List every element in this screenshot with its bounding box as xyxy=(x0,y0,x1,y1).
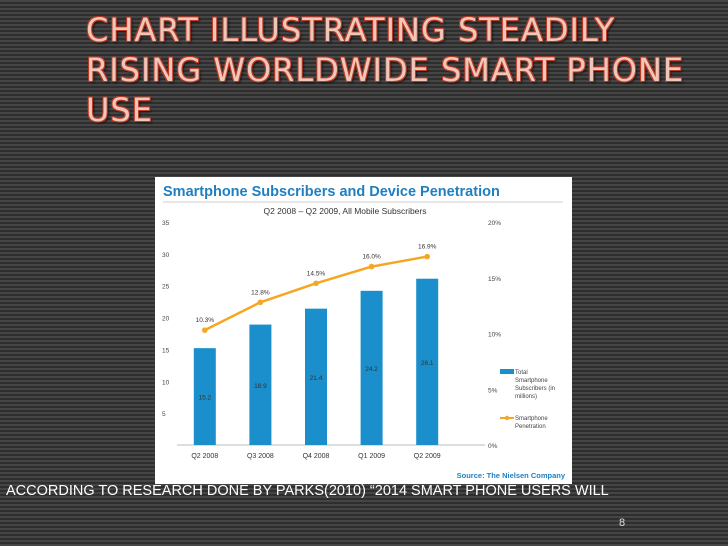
y-right-tick-label: 10% xyxy=(488,332,501,339)
y-left-tick-label: 5 xyxy=(162,411,166,418)
penetration-point xyxy=(313,280,319,287)
y-right-tick-label: 20% xyxy=(488,220,501,227)
penetration-point xyxy=(202,327,208,333)
penetration-point xyxy=(424,253,431,260)
penetration-data-label: 16.0% xyxy=(362,254,381,261)
x-tick-label: Q2 2009 xyxy=(414,453,441,460)
bar xyxy=(305,308,327,445)
y-right-tick-label: 0% xyxy=(488,443,498,450)
y-left-tick-label: 10 xyxy=(162,379,170,386)
bar-data-label: 26.1 xyxy=(421,360,434,367)
bar xyxy=(416,278,439,445)
bar xyxy=(360,290,383,445)
bar-data-label: 18.9 xyxy=(254,383,267,390)
x-tick-label: Q1 2009 xyxy=(358,453,385,460)
x-tick-label: Q2 2008 xyxy=(191,453,218,460)
bar xyxy=(193,348,216,445)
legend-swatch-subscribers xyxy=(500,369,514,374)
y-left-tick-label: 35 xyxy=(162,220,170,227)
chart-source: Source: The Nielsen Company xyxy=(457,471,566,480)
bar-data-label: 15.2 xyxy=(198,395,211,402)
chart-image: Smartphone Subscribers and Device Penetr… xyxy=(155,177,572,484)
penetration-point xyxy=(257,299,264,306)
slide-title: CHART ILLUSTRATING STEADILY RISING WORLD… xyxy=(86,11,685,129)
chart-title: Smartphone Subscribers and Device Penetr… xyxy=(163,184,500,200)
chart-subtitle: Q2 2008 – Q2 2009, All Mobile Subscriber… xyxy=(263,206,426,216)
bar xyxy=(249,324,272,445)
chart-legend: Total Smartphone Subscribers (in million… xyxy=(500,369,557,430)
penetration-data-label: 16.9% xyxy=(418,244,437,251)
y-left-tick-label: 20 xyxy=(162,316,170,323)
plot-layer: 35 30 25 20 15 10 5 20% 15% 10% 5% 0% 15.2 Q2 2008 18.… xyxy=(162,220,501,460)
slide-number: 8 xyxy=(619,517,626,529)
legend-label-penetration: Smartphone Penetration xyxy=(515,416,549,430)
penetration-data-label: 14.5% xyxy=(307,270,326,277)
penetration-data-label: 10.3% xyxy=(196,317,215,324)
penetration-data-label: 12.8% xyxy=(251,289,270,296)
bar-data-label: 21.4 xyxy=(310,375,323,382)
x-tick-label: Q3 2008 xyxy=(247,453,274,460)
y-left-tick-label: 30 xyxy=(162,252,170,259)
bar-data-label: 24.2 xyxy=(365,366,378,373)
y-left-tick-label: 15 xyxy=(162,347,170,354)
y-right-tick-label: 5% xyxy=(488,387,498,394)
legend-marker-penetration xyxy=(504,415,510,421)
penetration-point xyxy=(368,263,375,270)
y-left-tick-label: 25 xyxy=(162,284,170,291)
y-right-tick-label: 15% xyxy=(488,276,501,283)
chart-svg: Smartphone Subscribers and Device Penetr… xyxy=(155,177,572,484)
x-tick-label: Q4 2008 xyxy=(303,453,330,460)
legend-label-subscribers: Total Smartphone Subscribers (in million… xyxy=(515,370,557,400)
footer-text: ACCORDING TO RESEARCH DONE BY PARKS(2010… xyxy=(6,483,609,499)
